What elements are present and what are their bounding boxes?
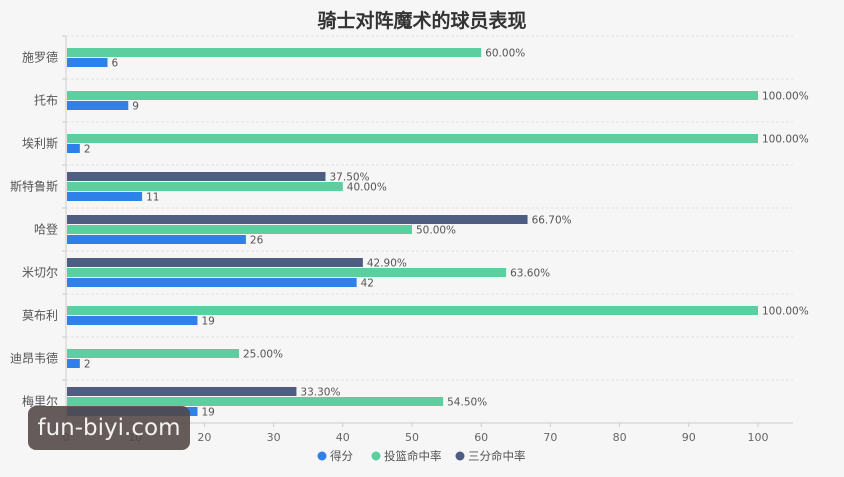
bar-value-label: 40.00% xyxy=(347,182,387,194)
bar-value-label: 6 xyxy=(112,58,119,70)
bar-value-label: 66.70% xyxy=(532,215,572,227)
bar-points xyxy=(67,101,129,110)
y-category-label: 梅里尔 xyxy=(22,394,58,409)
legend-label: 三分命中率 xyxy=(468,449,526,463)
bar-value-label: 11 xyxy=(146,192,159,204)
bar-points xyxy=(67,359,80,368)
bar-value-label: 26 xyxy=(250,235,264,247)
x-tick-label: 20 xyxy=(197,431,211,444)
x-tick-label: 50 xyxy=(405,431,419,444)
bar-fg-pct xyxy=(67,349,239,358)
bar-fg-pct xyxy=(67,182,343,191)
bar-points xyxy=(67,144,80,153)
bar-value-label: 19 xyxy=(201,407,214,419)
legend-label: 投篮命中率 xyxy=(384,449,442,463)
y-category-label: 哈登 xyxy=(34,222,58,237)
bar-value-label: 50.00% xyxy=(416,225,456,237)
bar-points xyxy=(67,192,143,201)
bar-fg-pct xyxy=(67,306,758,315)
legend-label: 得分 xyxy=(330,449,353,463)
bar-fg-pct xyxy=(67,134,758,143)
bar-value-label: 19 xyxy=(201,316,214,328)
bar-value-label: 100.00% xyxy=(762,306,809,318)
x-tick-label: 60 xyxy=(474,431,488,444)
y-category-label: 莫布利 xyxy=(22,309,58,323)
bar-value-label: 63.60% xyxy=(510,268,550,280)
bar-3p-pct xyxy=(67,258,363,267)
y-category-label: 米切尔 xyxy=(22,265,58,280)
x-tick-label: 40 xyxy=(336,431,350,444)
bar-value-label: 60.00% xyxy=(485,48,525,60)
bar-value-label: 100.00% xyxy=(762,91,809,103)
bar-3p-pct xyxy=(67,215,528,224)
bar-value-label: 2 xyxy=(84,359,91,371)
bar-value-label: 33.30% xyxy=(300,387,340,399)
y-category-label: 托布 xyxy=(34,94,58,108)
bar-fg-pct xyxy=(67,91,758,100)
x-tick-label: 70 xyxy=(543,431,557,444)
bar-value-label: 54.50% xyxy=(447,397,487,409)
bar-value-label: 42 xyxy=(361,278,374,290)
y-category-label: 埃利斯 xyxy=(22,137,58,151)
bar-value-label: 25.00% xyxy=(243,349,283,361)
x-tick-label: 30 xyxy=(267,431,281,444)
bar-fg-pct xyxy=(67,397,444,406)
bar-value-label: 9 xyxy=(132,101,139,113)
bar-value-label: 42.90% xyxy=(367,258,407,270)
legend-marker xyxy=(317,451,327,461)
x-tick-label: 90 xyxy=(682,431,696,444)
legend-marker xyxy=(371,451,381,461)
bar-value-label: 100.00% xyxy=(762,134,809,146)
bar-fg-pct xyxy=(67,268,507,277)
y-category-label: 迪昂韦德 xyxy=(10,351,58,366)
bar-points xyxy=(67,58,108,67)
bar-fg-pct xyxy=(67,225,412,234)
bar-points xyxy=(67,235,246,244)
bar-fg-pct xyxy=(67,48,482,57)
bar-value-label: 2 xyxy=(84,144,91,156)
bar-points xyxy=(67,278,357,287)
x-tick-label: 100 xyxy=(748,431,769,444)
bar-value-label: 37.50% xyxy=(330,172,370,184)
y-category-label: 斯特鲁斯 xyxy=(10,179,58,194)
legend-marker xyxy=(455,451,465,461)
chart-title: 骑士对阵魔术的球员表现 xyxy=(317,10,527,32)
x-tick-label: 80 xyxy=(613,431,627,444)
y-category-label: 施罗德 xyxy=(22,50,58,65)
watermark: fun-biyi.com xyxy=(28,406,190,450)
bar-3p-pct xyxy=(67,387,297,396)
bar-3p-pct xyxy=(67,172,326,181)
bar-points xyxy=(67,316,198,325)
